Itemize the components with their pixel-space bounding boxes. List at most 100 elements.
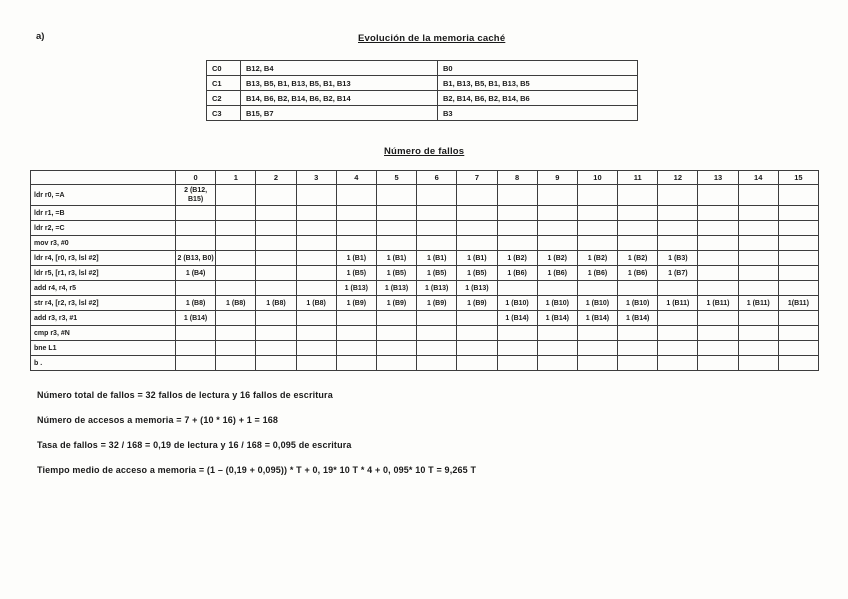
- miss-count-cell: 1 (B14): [576, 310, 619, 326]
- miss-count-cell: 1 (B9): [375, 295, 418, 311]
- miss-count-cell: 2 (B13, B0): [174, 250, 217, 266]
- miss-count-cell: 1 (B9): [456, 295, 498, 311]
- miss-count-cell: [576, 184, 619, 206]
- miss-count-cell: 1(B11): [777, 295, 820, 311]
- miss-count-cell: [576, 220, 619, 236]
- miss-count-cell: [777, 220, 820, 236]
- miss-count-cell: [174, 220, 217, 236]
- iteration-header-cell: 11: [617, 170, 659, 185]
- miss-count-cell: [335, 205, 377, 221]
- miss-count-cell: [617, 325, 659, 341]
- miss-count-cell: [576, 235, 619, 251]
- iteration-header-cell: 13: [697, 170, 739, 185]
- miss-count-cell: 1 (B7): [657, 265, 699, 281]
- note-total-misses: Número total de fallos = 32 fallos de le…: [37, 390, 333, 400]
- iteration-header-cell: 7: [456, 170, 498, 185]
- misses-table-row: cmp r3, #N: [30, 325, 820, 341]
- instruction-cell: b .: [30, 355, 176, 371]
- miss-count-cell: [255, 184, 297, 206]
- miss-count-cell: 1 (B13): [375, 280, 418, 296]
- miss-count-cell: [496, 325, 538, 341]
- miss-count-cell: [777, 325, 820, 341]
- miss-count-cell: [777, 265, 820, 281]
- miss-count-cell: [375, 340, 418, 356]
- miss-count-cell: [335, 340, 377, 356]
- miss-count-cell: [536, 220, 578, 236]
- miss-count-cell: [657, 280, 699, 296]
- miss-count-cell: [777, 205, 820, 221]
- note-avg-access-time: Tiempo medio de acceso a memoria = (1 – …: [37, 465, 477, 475]
- instruction-cell: bne L1: [30, 340, 176, 356]
- iteration-header-cell: 6: [416, 170, 458, 185]
- iteration-header-cell: 0: [174, 170, 217, 185]
- miss-count-cell: [416, 310, 458, 326]
- miss-count-cell: [536, 184, 578, 206]
- miss-count-cell: 1 (B14): [496, 310, 538, 326]
- miss-count-cell: [617, 280, 659, 296]
- miss-count-cell: [174, 205, 217, 221]
- miss-count-cell: [174, 355, 217, 371]
- iteration-header-cell: 9: [536, 170, 578, 185]
- miss-count-cell: [456, 235, 498, 251]
- cache-table-row: C1 B13, B5, B1, B13, B5, B1, B13 B1, B13, …: [206, 75, 638, 91]
- miss-count-cell: [255, 250, 297, 266]
- cache-final-cell: B1, B13, B5, B1, B13, B5: [437, 75, 638, 91]
- cache-set-cell: C1: [206, 75, 241, 91]
- cache-set-cell: C2: [206, 90, 241, 106]
- miss-count-cell: 1 (B14): [536, 310, 578, 326]
- miss-count-cell: [255, 325, 297, 341]
- miss-count-cell: [295, 325, 337, 341]
- instruction-cell: ldr r1, =B: [30, 205, 176, 221]
- miss-count-cell: [697, 355, 739, 371]
- miss-count-cell: [697, 235, 739, 251]
- cache-evolution-table: C0 B12, B4 B0 C1 B13, B5, B1, B13, B5, B1, B…: [206, 60, 638, 121]
- cache-evolution-body: C0 B12, B4 B0 C1 B13, B5, B1, B13, B5, B1, B…: [206, 60, 638, 121]
- miss-count-cell: 1 (B10): [576, 295, 619, 311]
- miss-count-cell: [657, 355, 699, 371]
- miss-count-cell: 1 (B14): [174, 310, 217, 326]
- miss-count-cell: [777, 310, 820, 326]
- iteration-header-cell: 14: [737, 170, 779, 185]
- miss-count-cell: [215, 280, 257, 296]
- miss-count-cell: 1 (B2): [617, 250, 659, 266]
- miss-count-cell: [174, 280, 217, 296]
- cache-table-row: C3 B15, B7 B3: [206, 105, 638, 121]
- miss-count-cell: [536, 355, 578, 371]
- iteration-header-cell: 10: [576, 170, 619, 185]
- miss-count-cell: [456, 205, 498, 221]
- miss-count-cell: [456, 184, 498, 206]
- summary-notes: Número total de fallos = 32 fallos de le…: [37, 391, 476, 491]
- miss-count-cell: [777, 280, 820, 296]
- miss-count-cell: 1 (B13): [416, 280, 458, 296]
- miss-count-cell: [576, 325, 619, 341]
- miss-count-cell: [416, 355, 458, 371]
- miss-count-cell: [295, 184, 337, 206]
- miss-count-cell: [496, 340, 538, 356]
- miss-count-cell: [215, 205, 257, 221]
- iteration-header-cell: 15: [777, 170, 820, 185]
- miss-count-cell: [215, 235, 257, 251]
- miss-count-cell: [295, 205, 337, 221]
- miss-count-cell: [697, 310, 739, 326]
- miss-count-cell: [255, 265, 297, 281]
- miss-count-cell: [657, 184, 699, 206]
- miss-count-cell: [657, 340, 699, 356]
- miss-count-cell: 1 (B1): [456, 250, 498, 266]
- miss-count-cell: 1 (B2): [496, 250, 538, 266]
- miss-count-cell: 1 (B5): [416, 265, 458, 281]
- miss-count-cell: [536, 325, 578, 341]
- miss-count-cell: [416, 340, 458, 356]
- miss-count-cell: [777, 235, 820, 251]
- miss-count-cell: [295, 235, 337, 251]
- miss-count-cell: [777, 355, 820, 371]
- miss-count-cell: [737, 184, 779, 206]
- miss-count-cell: [737, 235, 779, 251]
- miss-count-cell: [295, 355, 337, 371]
- miss-count-cell: 1 (B10): [536, 295, 578, 311]
- cache-table-row: C2 B14, B6, B2, B14, B6, B2, B14 B2, B14, …: [206, 90, 638, 106]
- miss-count-cell: [536, 235, 578, 251]
- miss-count-cell: 1 (B2): [576, 250, 619, 266]
- miss-count-cell: [375, 325, 418, 341]
- miss-count-cell: [174, 325, 217, 341]
- miss-count-cell: [536, 340, 578, 356]
